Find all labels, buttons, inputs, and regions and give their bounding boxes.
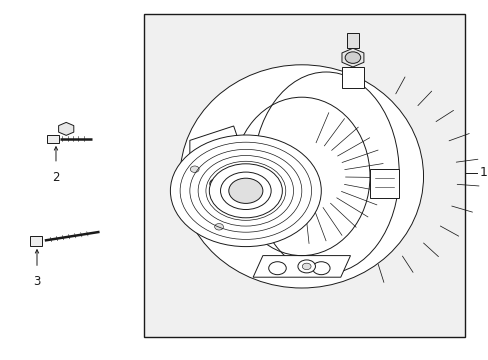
Text: 3: 3 xyxy=(33,275,41,288)
Bar xyxy=(30,236,42,246)
Circle shape xyxy=(190,166,199,172)
Circle shape xyxy=(205,154,227,170)
Circle shape xyxy=(170,135,321,247)
Circle shape xyxy=(209,164,282,218)
Circle shape xyxy=(268,262,285,275)
Circle shape xyxy=(312,262,329,275)
Polygon shape xyxy=(59,122,74,135)
Polygon shape xyxy=(189,126,243,205)
Circle shape xyxy=(210,220,227,233)
Circle shape xyxy=(214,224,223,230)
Ellipse shape xyxy=(253,72,398,274)
Ellipse shape xyxy=(180,65,423,288)
Circle shape xyxy=(302,263,310,270)
Bar xyxy=(342,67,363,88)
Polygon shape xyxy=(253,256,350,277)
Bar xyxy=(143,14,464,337)
Circle shape xyxy=(297,260,315,273)
Circle shape xyxy=(220,172,271,210)
Text: 1: 1 xyxy=(479,166,487,179)
Bar xyxy=(47,135,59,143)
Text: 2: 2 xyxy=(52,171,60,184)
Polygon shape xyxy=(341,48,363,67)
Circle shape xyxy=(209,179,223,189)
Circle shape xyxy=(345,52,360,63)
Circle shape xyxy=(185,163,203,176)
Bar xyxy=(369,169,398,198)
Bar xyxy=(346,33,358,48)
Circle shape xyxy=(228,178,263,203)
